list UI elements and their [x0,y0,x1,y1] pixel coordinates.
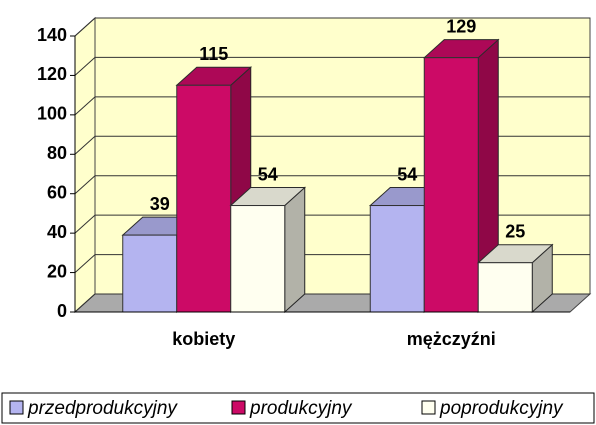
y-tick-label: 0 [57,301,67,321]
bar-front [369,205,425,313]
bar [422,38,500,314]
legend-swatch [9,400,24,415]
legend-label: produkcyjny [249,398,353,419]
y-tick-label: 140 [37,25,67,45]
grid-line-side [74,17,96,37]
side-wall [74,16,96,314]
legend-box [1,392,595,424]
legend-swatch [421,400,436,415]
data-label: 54 [397,164,417,184]
x-tick-label: mężczyźni [407,329,496,349]
y-tick-label: 120 [37,64,67,84]
data-label: 115 [199,44,228,64]
legend-label: przedprodukcyjny [27,398,178,419]
bar-front [230,205,286,313]
bar-front [122,234,178,313]
data-label: 25 [505,221,525,241]
bars [121,38,554,314]
y-tick-label: 100 [37,104,67,124]
grid-line-side [74,254,96,273]
bar [476,243,554,314]
grid-line-side [74,96,96,116]
y-tick-label: 40 [47,222,67,242]
x-tick-label: kobiety [172,329,235,349]
grid-line-side [74,135,96,155]
data-label: 129 [446,16,476,36]
data-label: 54 [258,164,278,184]
legend-label: poprodukcyjny [439,398,564,419]
y-tick-label: 60 [47,182,67,202]
grid-line-side [74,293,96,313]
bar-front [423,57,479,313]
bar-front [477,262,533,313]
data-label: 39 [150,194,170,214]
y-tick-label: 20 [47,261,67,281]
legend-swatch [231,400,246,415]
bar-side [284,186,306,314]
bar-front [176,84,232,313]
grid-line-side [74,214,96,234]
y-tick-label: 80 [47,143,67,163]
grid-line-side [74,57,96,76]
bar [229,186,307,314]
grid-line-side [74,175,96,195]
